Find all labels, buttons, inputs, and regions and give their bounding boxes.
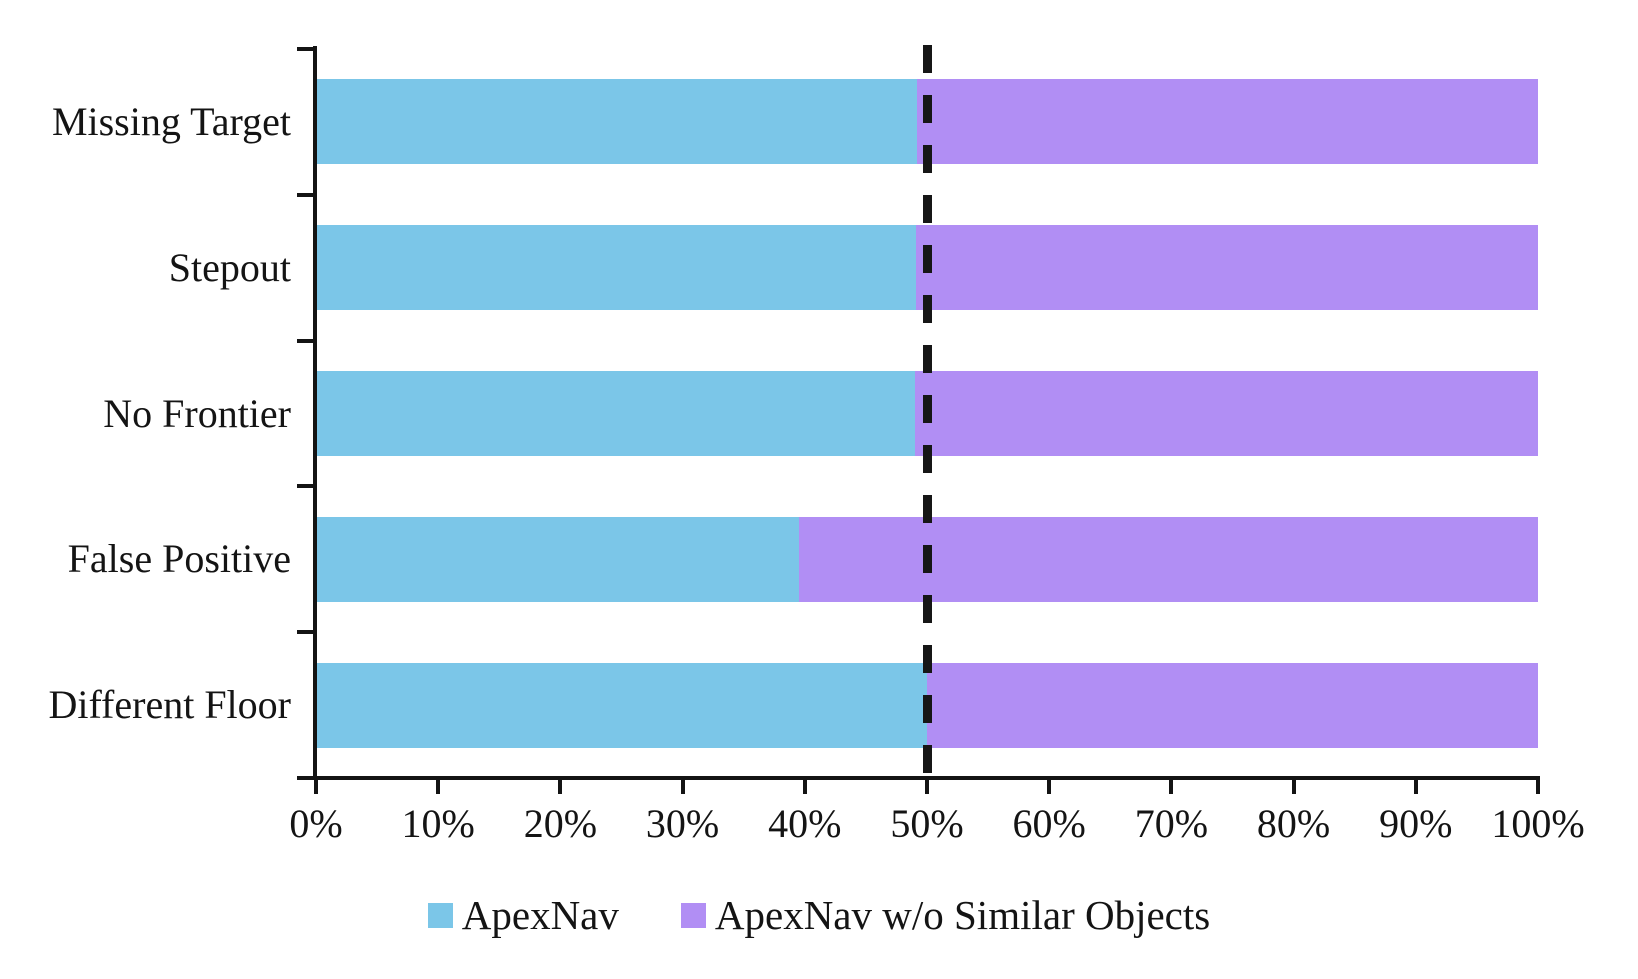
bar-segment-apexnav-different-floor	[316, 662, 927, 748]
x-tick	[436, 776, 441, 794]
legend-label: ApexNav	[461, 892, 619, 938]
bar-segment-apexnav-w-o-similar-objects-no-frontier	[914, 371, 1538, 456]
x-tick-label-100-: 100%	[1491, 801, 1585, 846]
bar-segment-apexnav-stepout	[316, 225, 916, 311]
bar-segment-apexnav-false-positive	[316, 516, 799, 602]
x-tick	[1536, 776, 1540, 794]
bar-segment-apexnav-w-o-similar-objects-stepout	[916, 225, 1538, 311]
y-tick	[297, 338, 315, 343]
reference-line-50pct	[922, 45, 932, 793]
y-tick	[297, 192, 315, 197]
y-tick	[297, 630, 315, 635]
bar-segment-apexnav-w-o-similar-objects-different-floor	[927, 662, 1538, 748]
x-tick-label-70-: 70%	[1134, 801, 1209, 846]
category-label-different-floor: Different Floor	[48, 682, 291, 728]
category-label-no-frontier: No Frontier	[103, 390, 291, 436]
y-axis-line	[313, 46, 317, 780]
x-tick	[680, 776, 685, 794]
legend-item-apexnav-w-o-similar-objects: ApexNav w/o Similar Objects	[680, 892, 1211, 938]
x-tick-label-0-: 0%	[289, 801, 343, 846]
x-axis-line	[297, 776, 1540, 780]
category-label-missing-target: Missing Target	[51, 98, 291, 144]
bar-segment-apexnav-w-o-similar-objects-false-positive	[798, 516, 1538, 602]
legend-swatch-apexnav	[427, 902, 453, 928]
bar-segment-apexnav-no-frontier	[316, 371, 915, 456]
x-tick	[1047, 776, 1052, 794]
y-tick	[297, 47, 315, 51]
x-tick	[314, 776, 318, 794]
x-tick-label-60-: 60%	[1012, 801, 1086, 846]
x-tick-label-40-: 40%	[768, 801, 842, 846]
x-tick-label-90-: 90%	[1379, 801, 1453, 846]
y-tick	[297, 484, 315, 489]
x-tick-label-20-: 20%	[523, 801, 598, 846]
x-tick-label-10-: 10%	[401, 801, 475, 846]
x-tick	[1169, 776, 1174, 794]
category-label-stepout: Stepout	[168, 244, 291, 290]
x-tick	[802, 776, 807, 794]
x-tick-label-80-: 80%	[1256, 801, 1331, 846]
x-tick	[558, 776, 563, 794]
x-tick	[1291, 776, 1296, 794]
x-tick-label-50-: 50%	[890, 801, 964, 846]
legend: ApexNav ApexNav w/o Similar Objects	[0, 893, 1638, 937]
bar-segment-apexnav-missing-target	[316, 79, 918, 165]
category-label-false-positive: False Positive	[67, 536, 291, 582]
legend-item-apexnav: ApexNav	[427, 892, 619, 938]
x-tick-label-30-: 30%	[645, 801, 720, 846]
x-tick	[1413, 776, 1418, 794]
legend-label: ApexNav w/o Similar Objects	[714, 892, 1211, 938]
bar-segment-apexnav-w-o-similar-objects-missing-target	[917, 79, 1538, 165]
legend-swatch-apexnav-w-o-similar-objects	[680, 902, 706, 928]
